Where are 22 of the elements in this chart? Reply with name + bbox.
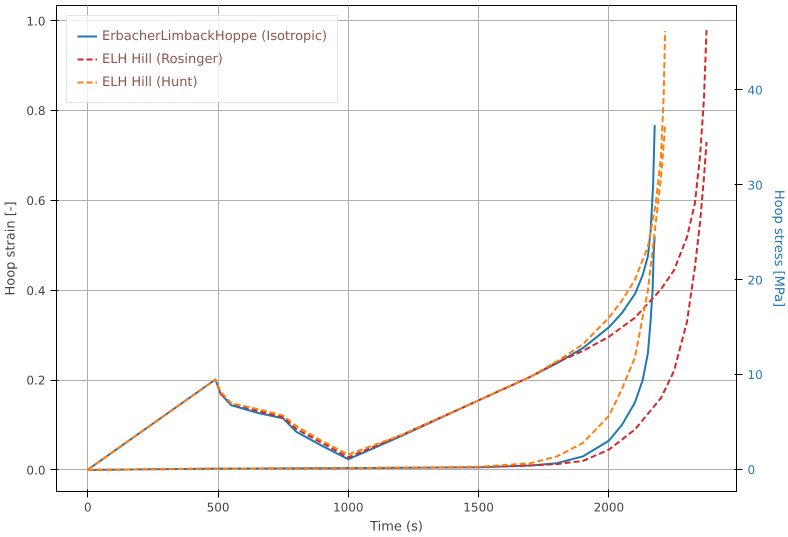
y2-tick-label: 30: [748, 178, 763, 192]
y2-tick-label: 20: [748, 273, 763, 288]
y-tick-label: 0.2: [26, 374, 46, 388]
legend-label: ELH Hill (Hunt): [102, 74, 198, 90]
x-tick-label: 1500: [463, 500, 494, 514]
y-tick-label: 0.4: [26, 284, 46, 298]
x-tick-label: 0: [84, 500, 92, 514]
x-tick-label: 1000: [333, 500, 364, 514]
y2-axis-title: Hoop stress [MPa]: [770, 190, 786, 308]
y2-tick-label: 40: [748, 83, 763, 98]
y-tick-label: 0.6: [26, 194, 46, 208]
x-axis-title: Time (s): [369, 520, 423, 534]
x-tick-label: 2000: [594, 500, 624, 514]
legend-label: ErbacherLimbackHoppe (Isotropic): [102, 28, 328, 44]
x-tick-label: 500: [206, 500, 230, 514]
y2-tick-label: 0: [748, 463, 756, 478]
y-axis-title: Hoop strain [-]: [3, 201, 18, 296]
y2-tick-label: 10: [748, 368, 763, 382]
y-tick-label: 0.8: [26, 104, 46, 118]
legend-label: ELH Hill (Rosinger): [102, 52, 223, 66]
y-tick-label: 1.0: [26, 14, 46, 28]
y-tick-label: 0.0: [26, 463, 46, 478]
